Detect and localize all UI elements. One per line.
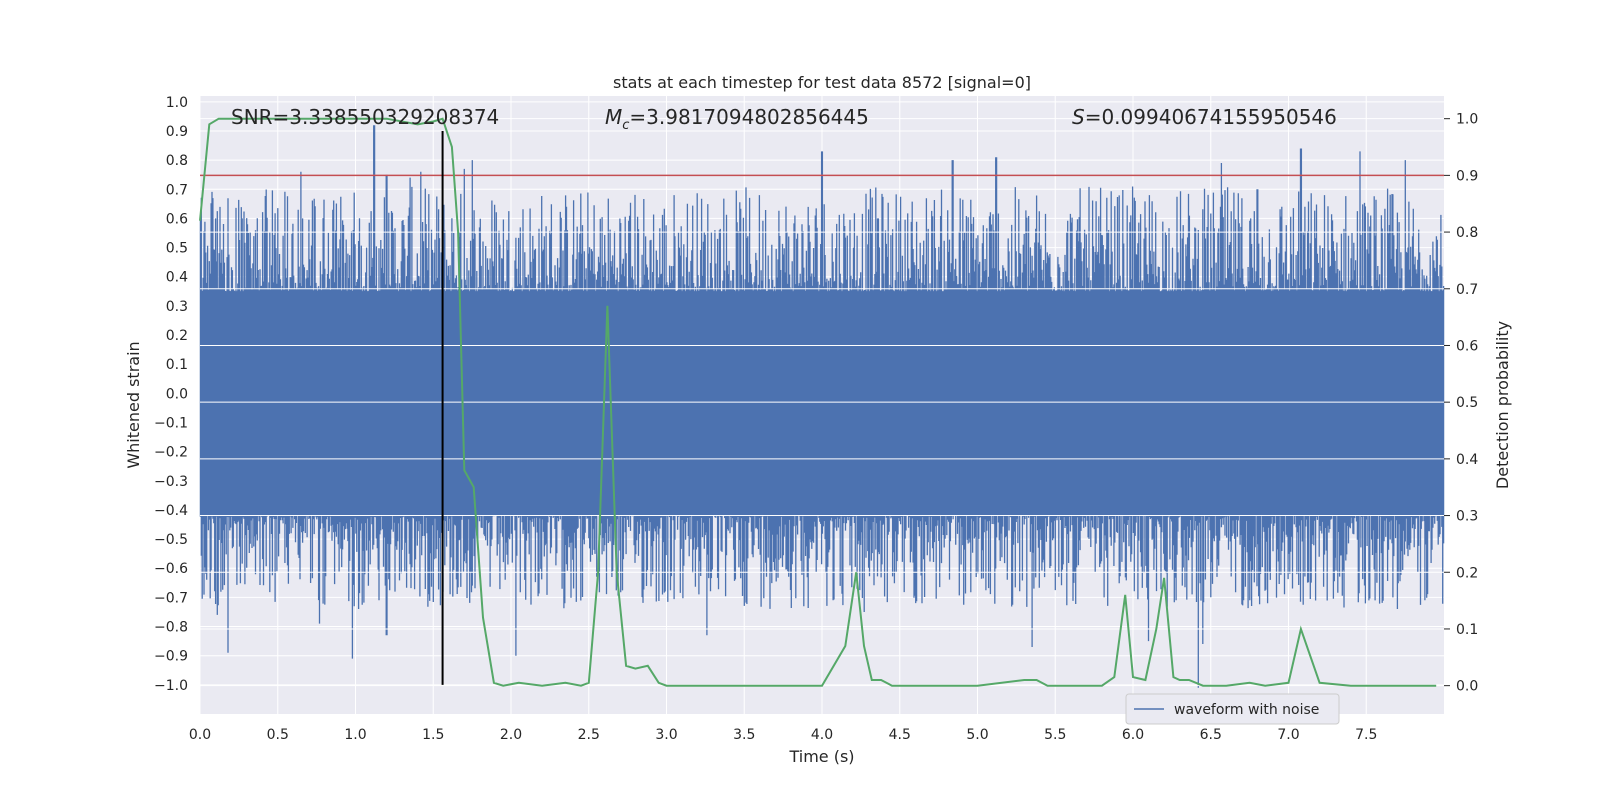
y-right-tick-label: 1.0 — [1456, 112, 1478, 128]
x-tick-label: 7.0 — [1277, 727, 1299, 743]
s-annotation: S=0.09940674155950546 — [1072, 105, 1337, 129]
s-symbol: S — [1072, 105, 1085, 129]
legend: waveform with noise — [1125, 693, 1340, 725]
y-left-tick-label: 0.3 — [166, 299, 188, 315]
x-tick-label: 1.0 — [344, 727, 366, 743]
y-left-tick-label: 0.8 — [166, 153, 188, 169]
x-tick-label: 0.0 — [189, 727, 211, 743]
waveform-series — [199, 125, 1445, 688]
x-tick-label: 4.5 — [889, 727, 911, 743]
y-right-tick-label: 0.3 — [1456, 509, 1478, 525]
chirp-mass-symbol: M — [605, 105, 622, 129]
x-tick-label: 3.0 — [655, 727, 677, 743]
x-tick-label: 6.0 — [1122, 727, 1144, 743]
y-left-tick-label: 0.7 — [166, 182, 188, 198]
y-right-tick-label: 0.9 — [1456, 168, 1478, 184]
x-tick-label: 6.5 — [1200, 727, 1222, 743]
y-left-tick-label: −0.9 — [154, 649, 188, 665]
x-tick-label: 2.5 — [578, 727, 600, 743]
legend-label: waveform with noise — [1174, 702, 1319, 718]
y-left-tick-label: 0.0 — [166, 386, 188, 402]
y-left-tick-labels: 1.0 0.9 0.8 0.7 0.6 0.5 0.4 0.3 0.2 0.1 0.0 −0.1 −0.… — [154, 95, 188, 694]
y-right-tick-label: 0.6 — [1456, 338, 1478, 354]
x-tick-labels: 0.0 0.5 1.0 1.5 2.0 2.5 3.0 3.5 4.0 4.5 5.0 5.5 6.0 6… — [189, 727, 1378, 743]
y-right-axis-label: Detection probability — [1493, 321, 1512, 489]
chirp-mass-value: =3.9817094802856445 — [629, 105, 868, 129]
y-left-tick-label: −0.1 — [154, 415, 188, 431]
x-tick-label: 3.5 — [733, 727, 755, 743]
y-left-tick-label: −0.2 — [154, 445, 188, 461]
y-left-tick-label: −1.0 — [154, 678, 188, 694]
x-tick-label: 5.0 — [966, 727, 988, 743]
y-right-tick-label: 0.4 — [1456, 452, 1478, 468]
y-left-tick-label: 0.4 — [166, 270, 188, 286]
y-left-tick-label: 0.6 — [166, 211, 188, 227]
y-right-tick-label: 0.7 — [1456, 282, 1478, 298]
y-left-tick-label: 0.2 — [166, 328, 188, 344]
x-axis-label: Time (s) — [788, 747, 854, 766]
chirp-mass-subscript: c — [622, 118, 629, 133]
x-tick-label: 2.0 — [500, 727, 522, 743]
snr-annotation: SNR=3.338550329208374 — [231, 105, 499, 129]
y-right-tick-labels: 1.0 0.9 0.8 0.7 0.6 0.5 0.4 0.3 0.2 0.1 0.0 — [1444, 112, 1478, 695]
y-right-tick-label: 0.5 — [1456, 395, 1478, 411]
y-right-tick-label: 0.8 — [1456, 225, 1478, 241]
y-left-tick-label: −0.4 — [154, 503, 188, 519]
chirp-mass-annotation: Mc=3.9817094802856445 — [605, 105, 869, 133]
x-tick-label: 0.5 — [267, 727, 289, 743]
y-right-tick-label: 0.1 — [1456, 622, 1478, 638]
y-left-axis-label: Whitened strain — [124, 341, 143, 468]
y-left-tick-label: −0.3 — [154, 474, 188, 490]
x-tick-label: 5.5 — [1044, 727, 1066, 743]
y-left-tick-label: 0.9 — [166, 124, 188, 140]
s-value: =0.09940674155950546 — [1085, 105, 1337, 129]
detection-probability-line — [199, 117, 1437, 687]
y-left-tick-label: −0.7 — [154, 590, 188, 606]
x-tick-label: 7.5 — [1355, 727, 1377, 743]
y-right-tick-label: 0.0 — [1456, 679, 1478, 695]
waveform-band — [200, 291, 1444, 516]
legend-box — [1125, 693, 1340, 725]
y-left-tick-label: 1.0 — [166, 95, 188, 111]
y-left-tick-label: −0.8 — [154, 620, 188, 636]
y-left-tick-label: −0.5 — [154, 532, 188, 548]
y-left-tick-label: 0.5 — [166, 241, 188, 257]
y-right-tick-label: 0.2 — [1456, 565, 1478, 581]
y-left-tick-label: −0.6 — [154, 561, 188, 577]
x-tick-label: 1.5 — [422, 727, 444, 743]
chart-title: stats at each timestep for test data 857… — [613, 73, 1031, 92]
x-tick-label: 4.0 — [811, 727, 833, 743]
y-left-tick-label: 0.1 — [166, 357, 188, 373]
